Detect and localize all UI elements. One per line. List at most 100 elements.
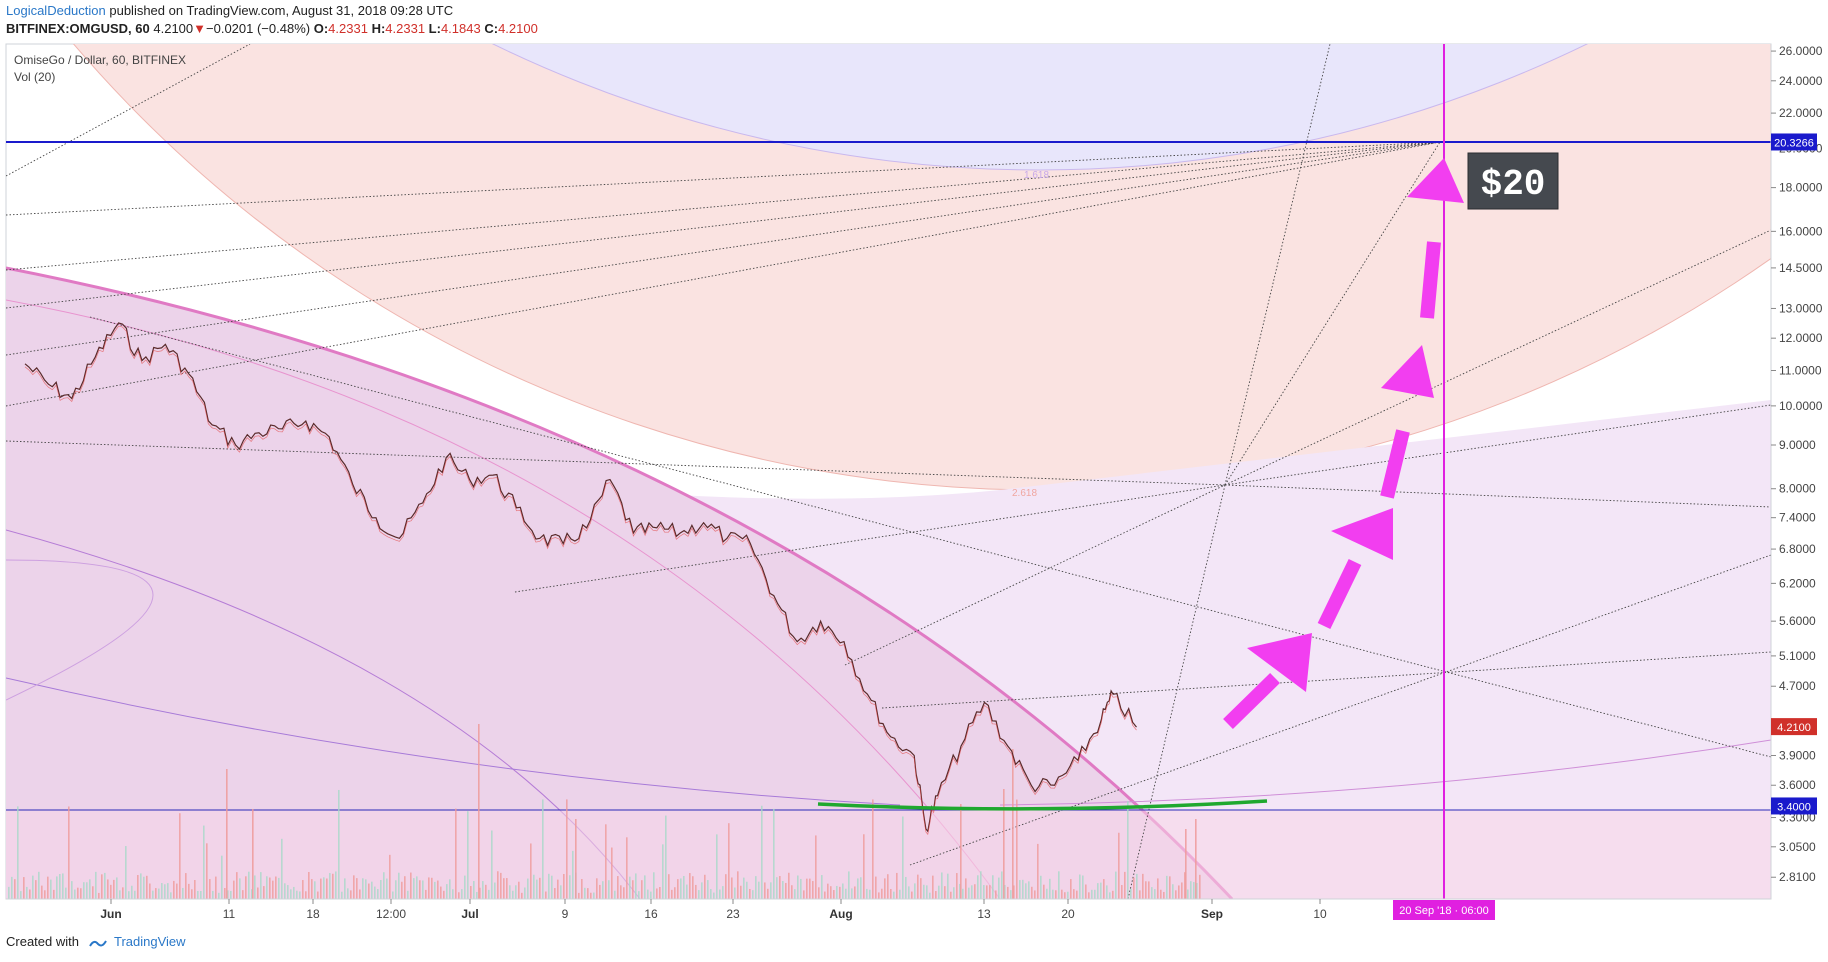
volume-bar (158, 888, 160, 899)
volume-bar (317, 891, 319, 899)
volume-bar (1127, 801, 1129, 899)
volume-bar (266, 876, 268, 899)
volume-bar (173, 880, 175, 899)
date-tag-box (1393, 900, 1495, 920)
volume-bar (113, 879, 115, 899)
volume-bar (1109, 892, 1111, 899)
date-tag-text: 20 Sep '18 · 06:00 (1399, 905, 1489, 917)
open-value: 4.2331 (328, 21, 368, 36)
author-link[interactable]: LogicalDeduction (6, 3, 106, 18)
volume-bar (236, 872, 238, 899)
volume-bar-spike (1185, 829, 1187, 899)
volume-bar (653, 872, 655, 899)
volume-bar (593, 892, 595, 899)
volume-bar (68, 806, 70, 899)
volume-bar (1073, 889, 1075, 899)
volume-bar (80, 888, 82, 899)
volume-bar (854, 886, 856, 899)
volume-bar (1019, 880, 1021, 899)
volume-bar (659, 886, 661, 899)
volume-bar (1106, 885, 1108, 899)
volume-bar (359, 889, 361, 899)
volume-bar (227, 890, 229, 899)
volume-bar (263, 886, 265, 899)
volume-bar (1175, 890, 1177, 899)
volume-bar (392, 891, 394, 899)
volume-bar (650, 891, 652, 899)
volume-bar (467, 811, 469, 899)
volume-bar (683, 875, 685, 899)
symbol-name[interactable]: BITFINEX:OMGUSD, 60 (6, 21, 150, 36)
x-tick-label: 12:00 (376, 907, 406, 921)
volume-bar (749, 888, 751, 899)
volume-bar (578, 892, 580, 899)
volume-bar (410, 872, 412, 899)
volume-bar (506, 878, 508, 899)
volume-bar (1013, 885, 1015, 899)
fib-label-2618: 2.618 (1012, 488, 1037, 499)
volume-bar (53, 889, 55, 899)
volume-bar (923, 884, 925, 899)
volume-bar (422, 880, 424, 899)
volume-bar (500, 872, 502, 899)
volume-bar (323, 877, 325, 899)
volume-bar (569, 875, 571, 899)
volume-bar (338, 789, 340, 899)
volume-bar (308, 872, 310, 899)
volume-bar (104, 872, 106, 899)
volume-bar (998, 877, 1000, 899)
volume-bar (647, 889, 649, 899)
volume-bar (26, 886, 28, 899)
y-tick-label: 18.0000 (1779, 181, 1823, 195)
volume-bar (1130, 888, 1132, 899)
volume-bar (434, 881, 436, 899)
volume-bar (284, 883, 286, 899)
volume-bar (791, 885, 793, 899)
y-tick-label: 5.1000 (1779, 649, 1816, 663)
volume-bar (686, 884, 688, 899)
legend-indicator: Vol (20) (14, 70, 55, 84)
volume-bar (176, 883, 178, 899)
volume-bar (866, 888, 868, 899)
volume-bar (620, 885, 622, 899)
volume-bar (896, 872, 898, 899)
target-annotation[interactable]: $20 (1467, 152, 1559, 210)
volume-bar (341, 891, 343, 899)
volume-bar (1181, 882, 1183, 899)
time-axis[interactable]: Jun 11 18 12:00 Jul 9 16 23 Aug 13 20 Sep 10 (6, 898, 1771, 921)
arrow-4-head (1407, 158, 1464, 203)
volume-bar (254, 875, 256, 899)
support-arc (817, 799, 1268, 811)
volume-bar (680, 878, 682, 899)
volume-bar (944, 886, 946, 899)
volume-bar (764, 882, 766, 899)
volume-bar (125, 846, 127, 899)
volume-bar (776, 877, 778, 899)
x-tick-label: Sep (1201, 907, 1223, 921)
volume-bar (326, 878, 328, 899)
volume-bar (1148, 881, 1150, 899)
volume-bar (512, 890, 514, 899)
fib-label-1618: 1.618 (1024, 170, 1049, 181)
volume-bar (197, 890, 199, 899)
tradingview-link[interactable]: TradingView (114, 934, 186, 949)
volume-bar (566, 799, 568, 899)
y-tick-label: 6.2000 (1779, 576, 1816, 590)
volume-bar (1115, 871, 1117, 899)
volume-bar (404, 876, 406, 899)
volume-bar (446, 884, 448, 899)
volume-bar (1154, 889, 1156, 899)
volume-bar (272, 880, 274, 899)
volume-bar (200, 891, 202, 899)
down-arrow-icon: ▼ (193, 21, 207, 36)
open-label: O: (313, 21, 329, 36)
volume-bar (416, 876, 418, 899)
x-tick-label: 10 (1313, 907, 1327, 921)
volume-bar (833, 890, 835, 899)
volume-bar (596, 878, 598, 899)
volume-bar (890, 889, 892, 899)
volume-bar (1058, 871, 1060, 899)
volume-bar (494, 882, 496, 899)
price-axis[interactable]: 26.000024.000022.000020.000018.000016.00… (1770, 44, 1823, 899)
